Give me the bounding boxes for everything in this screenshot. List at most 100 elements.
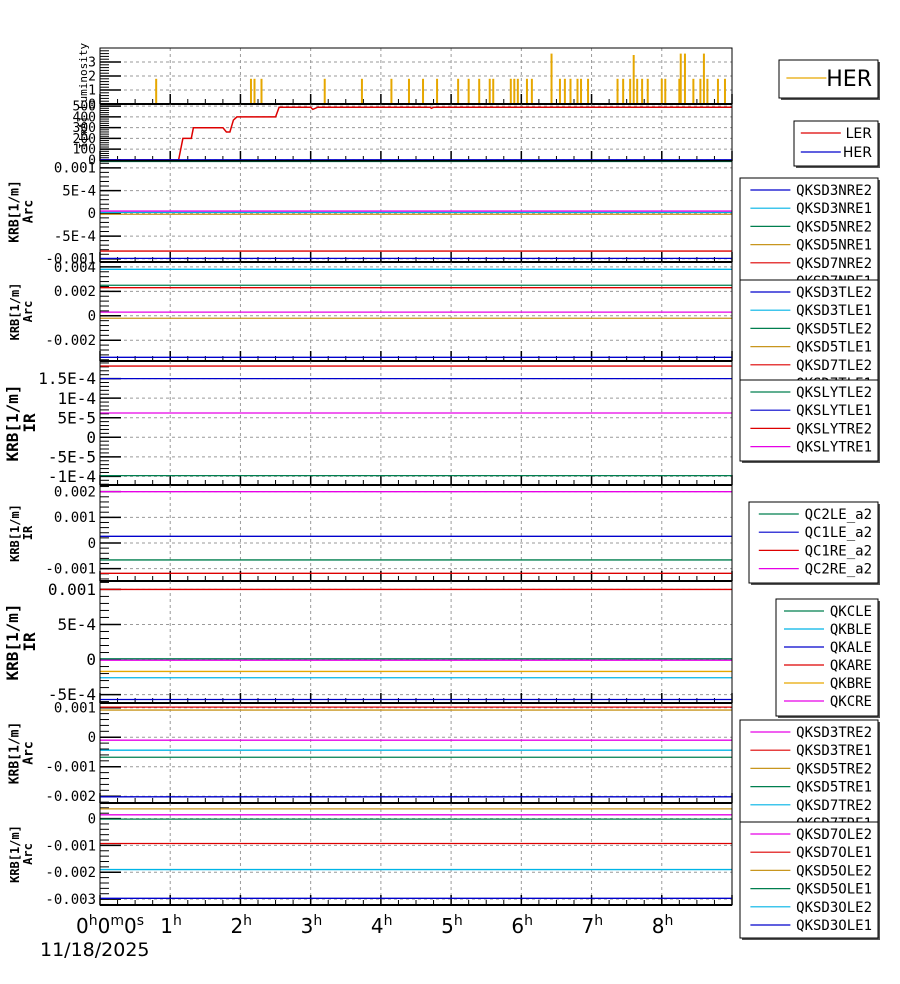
legend-label: QKSD3TRE1 — [796, 743, 872, 759]
legend-item: QKSD5OLE1 — [750, 882, 872, 898]
legend-label: QKSD7OLE2 — [796, 827, 872, 843]
y-tick-label: 0 — [88, 98, 96, 113]
y-tick-label: -0.003 — [45, 892, 96, 908]
panel-frame — [99, 103, 733, 162]
x-tick-number: 3 — [301, 914, 314, 938]
legend-label: QKSD5TLE2 — [796, 321, 872, 337]
x-tick-superscript: h — [313, 913, 322, 929]
legend-label: QKSLYTLE2 — [796, 385, 872, 401]
x-tick-number: 1 — [160, 914, 173, 938]
y-tick-label: 0 — [88, 536, 96, 552]
legend-label: QKSD3OLE2 — [796, 900, 872, 916]
legend-ir-sly: QKSLYTLE2 QKSLYTLE1 QKSLYTRE2 QKSLYTRE1 — [739, 379, 880, 463]
legend-label: QKSD5OLE2 — [796, 863, 872, 879]
legend-label: QKSD3TLE2 — [796, 285, 872, 301]
legend-label: HER — [826, 67, 872, 92]
y-axis-label: Arc — [21, 200, 36, 223]
legend-item: HER — [800, 145, 872, 161]
x-tick-superscript: h — [243, 913, 252, 929]
legend-label: HER — [843, 145, 872, 161]
y-axis-label: Arc — [21, 843, 35, 865]
x-tick-superscript: h — [384, 913, 393, 929]
x-tick-number: 4 — [371, 914, 384, 938]
panel-ir-qc: 0.002 0.001 0 -0.001 KRB[1/m]IR — [8, 484, 733, 582]
legend-item: QC2LE_a2 — [758, 507, 872, 523]
legend-item: QKSD3OLE1 — [750, 918, 872, 934]
legend-label: QC2LE_a2 — [805, 507, 872, 523]
legend-label: QKSD5TRE2 — [796, 761, 872, 777]
legend-item: QKSD5TRE1 — [750, 780, 872, 796]
x-tick-number: 2 — [230, 914, 243, 938]
panel-frame — [99, 802, 733, 906]
y-tick-label: 0 — [88, 153, 96, 168]
legend-item: QKBLE — [784, 622, 872, 638]
legend-item: QKSD5TLE2 — [750, 321, 872, 337]
y-tick-label: 5E-5 — [57, 408, 96, 427]
y-tick-label: 0.001 — [54, 701, 96, 717]
y-tick-label: -0.001 — [45, 252, 96, 268]
x-tick-text: 1h — [160, 913, 182, 938]
x-tick-text: 0h0m0s — [76, 913, 144, 938]
x-tick-label: 4h — [371, 913, 393, 938]
y-tick-label: 0.001 — [48, 580, 96, 599]
y-tick-label: 1.5E-4 — [38, 369, 96, 388]
panel-ir-sly: 1.5E-41E-45E-50-5E-5-1E-4 KRB[1/m]IR — [3, 360, 733, 486]
y-tick-label: -0.001 — [45, 760, 96, 776]
legend-item: QC1LE_a2 — [758, 525, 872, 541]
legend-item: QKSLYTRE1 — [750, 440, 872, 456]
y-axis-label: IR — [20, 632, 39, 652]
y-tick-label: 0 — [86, 650, 96, 669]
y-tick-label: 0.002 — [54, 485, 96, 501]
legend-box — [739, 279, 879, 399]
y-tick-label: 1E-4 — [57, 389, 96, 408]
legend-item: HER — [786, 67, 872, 92]
x-tick-label: 7h — [582, 913, 604, 938]
legend-label: QKSLYTRE2 — [796, 421, 872, 437]
legend-label: QKCLE — [830, 604, 872, 620]
legend-item: QKSD5TRE2 — [750, 761, 872, 777]
legend-item: QKSD5NRE1 — [750, 238, 872, 254]
y-tick-label: 0 — [88, 206, 96, 222]
legend-item: QKSD3NRE1 — [750, 201, 872, 217]
x-tick-number: 7 — [582, 914, 595, 938]
legend-label: QC2RE_a2 — [805, 562, 872, 578]
legend-label: QKSD5TRE1 — [796, 780, 872, 796]
panel-arc-ole: 0 -0.001 -0.002 -0.003 KRB[1/m]Arc — [8, 802, 733, 908]
y-tick-label: 0.001 — [54, 161, 96, 177]
legend-item: QKSD5OLE2 — [750, 863, 872, 879]
legend-ir-qk: QKCLE QKBLE QKALE QKARE QKBRE QKCRE — [775, 598, 880, 718]
panel-arc-ne: 0.001 5E-4 0 -5E-4 -0.001 KRB[1/m]Arc — [8, 160, 733, 268]
legend-item: QKSD3OLE2 — [750, 900, 872, 916]
x-tick-superscript: h — [173, 913, 182, 929]
y-tick-label: -1E-4 — [48, 467, 96, 486]
y-tick-label: 200 — [73, 132, 96, 147]
y-tick-label: 0 — [86, 428, 96, 447]
x-tick-number: 8 — [652, 914, 665, 938]
x-tick-number: 0 — [124, 914, 137, 938]
x-tick-number: 5 — [441, 914, 454, 938]
panel-frame — [99, 702, 733, 804]
legend-item: QKSD3NRE2 — [750, 183, 872, 199]
x-tick-text: 8h — [652, 913, 674, 938]
x-tick-label: 3h — [301, 913, 323, 938]
legend-label: QKSD3OLE1 — [796, 918, 872, 934]
legend-label: QKSLYTLE1 — [796, 403, 872, 419]
y-tick-label: 2 — [88, 70, 96, 85]
y-tick-label: 400 — [73, 110, 96, 125]
x-tick-label: 8h — [652, 913, 674, 938]
x-tick-number: 0 — [76, 914, 89, 938]
y-axis-label: KRB[1/m] — [8, 825, 22, 883]
y-tick-label: 0 — [88, 811, 96, 827]
legend-item: QKCRE — [784, 694, 872, 710]
legend-item: QKCLE — [784, 604, 872, 620]
legend-item: QKSD7TRE2 — [750, 798, 872, 814]
legend-item: QKSD3TLE1 — [750, 303, 872, 319]
y-tick-label: 0.002 — [54, 284, 96, 300]
y-tick-label: 0 — [88, 730, 96, 746]
y-tick-label: 5E-4 — [62, 183, 96, 199]
legend-item: QKSLYTLE2 — [750, 385, 872, 401]
